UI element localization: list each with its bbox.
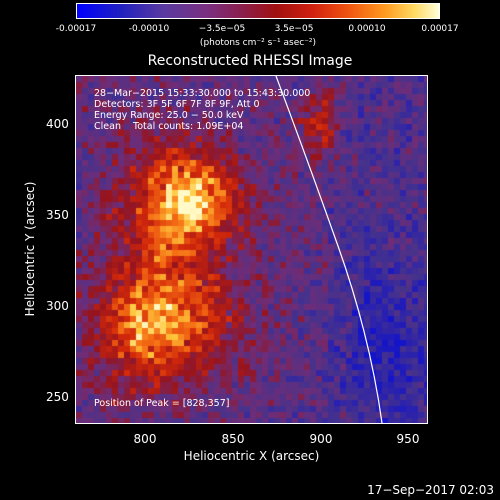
y-tick-label: 350: [46, 208, 69, 222]
peak-position: Position of Peak = [828,357]: [94, 398, 230, 409]
x-tick-label: 800: [133, 432, 157, 446]
plot-title: Reconstructed RHESSI Image: [147, 53, 353, 69]
colorbar-tick: -0.00017: [55, 24, 97, 34]
footer-date: 17−Sep−2017 02:03: [367, 483, 494, 497]
limb-line: [275, 76, 383, 423]
info-time: 28−Mar−2015 15:33:30.000 to 15:43:30.000: [94, 88, 311, 99]
colorbar-tick: −3.5e−05: [198, 24, 246, 34]
colorbar: [76, 3, 440, 19]
x-axis-label: Heliocentric X (arcsec): [183, 449, 320, 463]
y-axis-label: Heliocentric Y (arcsec): [23, 181, 37, 317]
x-tick-label: 950: [396, 432, 420, 446]
x-tick-label: 850: [221, 432, 245, 446]
image-plot: [75, 75, 428, 424]
info-energy: Energy Range: 25.0 − 50.0 keV: [94, 110, 244, 121]
colorbar-tick: 0.00017: [421, 24, 459, 34]
heatmap-image: [76, 76, 427, 423]
info-detectors: Detectors: 3F 5F 6F 7F 8F 9F, Att 0: [94, 99, 260, 110]
colorbar-units: (photons cm⁻² s⁻¹ asec⁻²): [199, 38, 317, 48]
y-tick-label: 250: [46, 390, 69, 404]
colorbar-tick: 3.5e−05: [274, 24, 314, 34]
y-tick-label: 300: [46, 299, 69, 313]
colorbar-tick: -0.00010: [128, 24, 170, 34]
x-tick-label: 900: [309, 432, 333, 446]
y-tick-label: 400: [46, 117, 69, 131]
colorbar-tick: 0.00010: [348, 24, 386, 34]
info-clean: Clean Total counts: 1.09E+04: [94, 121, 244, 132]
